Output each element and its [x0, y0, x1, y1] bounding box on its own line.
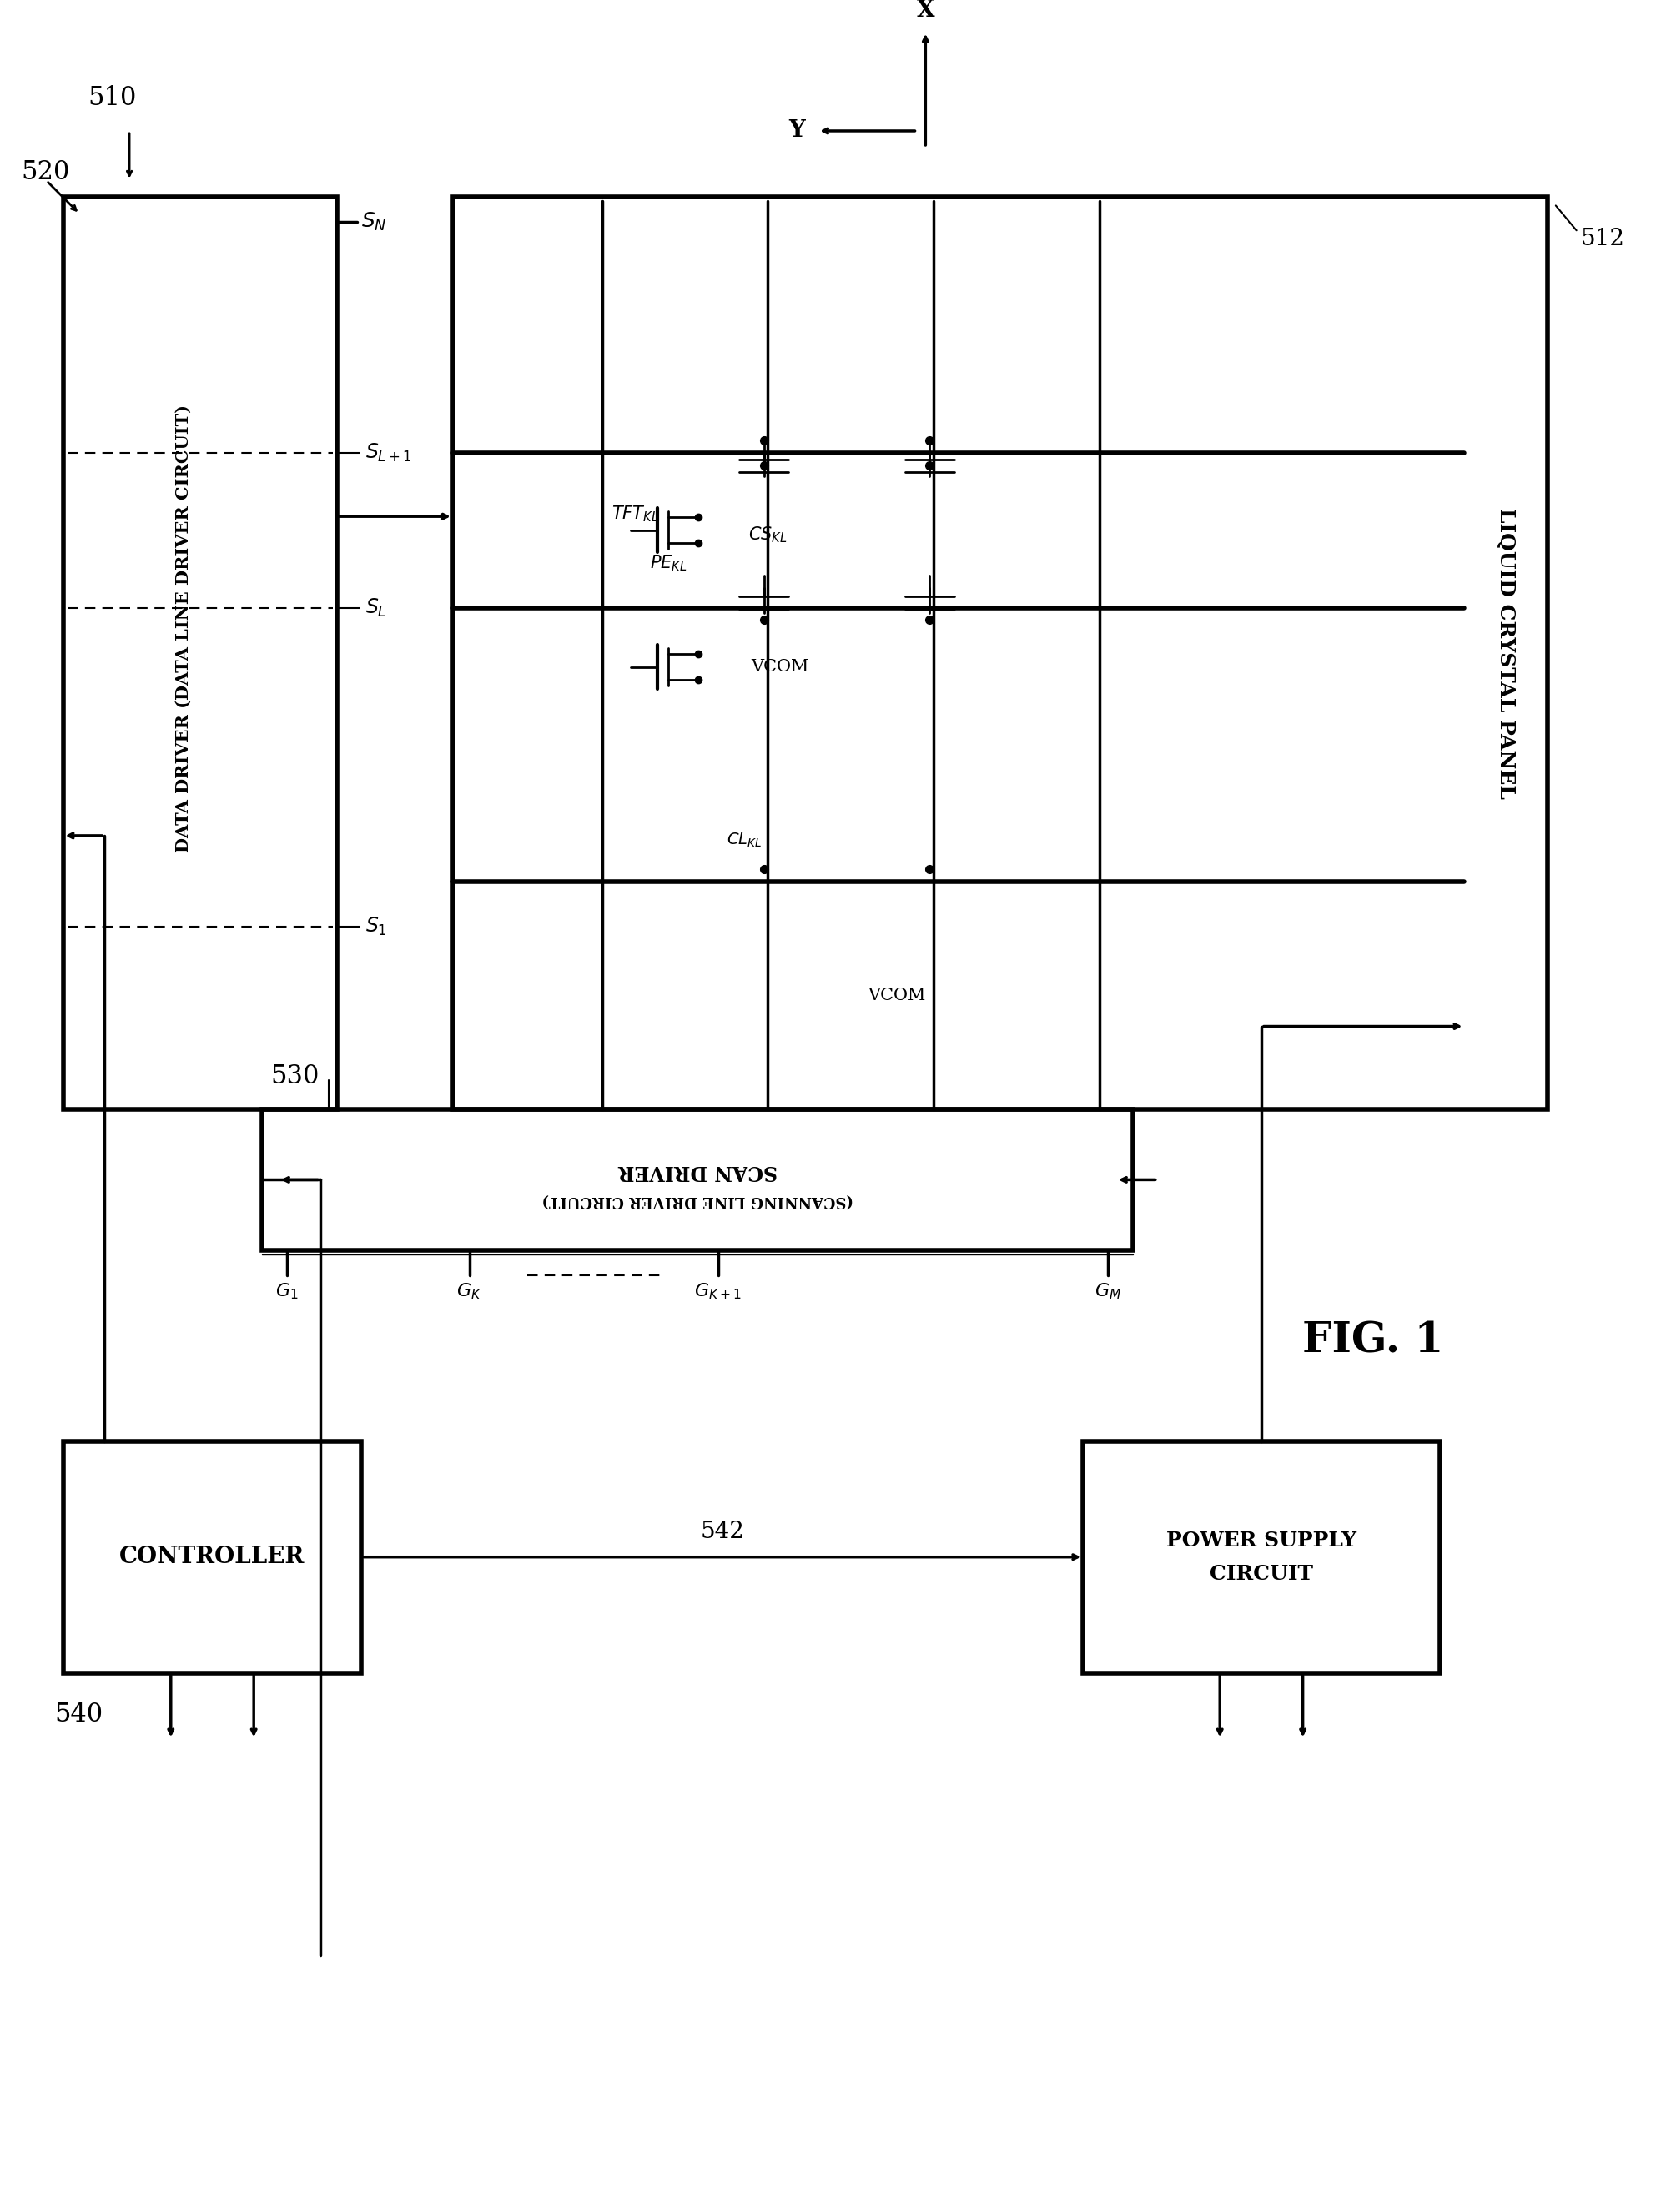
Text: CONTROLLER: CONTROLLER — [120, 1546, 306, 1568]
Bar — [1083, 1440, 1440, 1672]
Text: 512: 512 — [1581, 228, 1624, 250]
Bar — [262, 1108, 1133, 1250]
Text: $CS_{KL}$: $CS_{KL}$ — [749, 524, 787, 544]
Text: 530: 530 — [271, 1064, 319, 1088]
Bar — [63, 1440, 361, 1672]
Text: CIRCUIT: CIRCUIT — [1210, 1564, 1313, 1584]
Text: LIQUID CRYSTAL PANEL: LIQUID CRYSTAL PANEL — [1496, 509, 1516, 799]
Text: $S_{L+1}$: $S_{L+1}$ — [366, 442, 413, 465]
Text: VCOM: VCOM — [867, 987, 926, 1004]
Text: $TFT_{KL}$: $TFT_{KL}$ — [612, 504, 658, 524]
Text: (SCANNING LINE DRIVER CIRCUIT): (SCANNING LINE DRIVER CIRCUIT) — [541, 1192, 854, 1208]
Text: $S_N$: $S_N$ — [361, 210, 388, 232]
Text: Y: Y — [789, 119, 805, 142]
Text: 510: 510 — [89, 84, 137, 111]
Text: 540: 540 — [55, 1701, 104, 1728]
Text: 542: 542 — [700, 1522, 744, 1544]
Text: VCOM: VCOM — [752, 659, 809, 675]
Text: SCAN DRIVER: SCAN DRIVER — [618, 1161, 777, 1181]
Text: $PE_{KL}$: $PE_{KL}$ — [650, 553, 687, 573]
Bar — [63, 197, 336, 1108]
Text: POWER SUPPLY: POWER SUPPLY — [1166, 1531, 1357, 1551]
Text: $S_L$: $S_L$ — [366, 597, 386, 619]
Text: DATA DRIVER (DATA LINE DRIVER CIRCUIT): DATA DRIVER (DATA LINE DRIVER CIRCUIT) — [175, 405, 192, 852]
Text: $G_M$: $G_M$ — [1095, 1281, 1121, 1301]
Bar — [453, 197, 1547, 1108]
Text: $G_1$: $G_1$ — [276, 1281, 299, 1301]
Text: 520: 520 — [22, 159, 70, 186]
Text: $CL_{KL}$: $CL_{KL}$ — [727, 832, 762, 849]
Text: $S_1$: $S_1$ — [366, 916, 388, 938]
Text: $G_{K+1}$: $G_{K+1}$ — [695, 1281, 742, 1301]
Text: $G_K$: $G_K$ — [456, 1281, 481, 1301]
Text: X: X — [916, 0, 934, 22]
Text: FIG. 1: FIG. 1 — [1303, 1321, 1444, 1363]
